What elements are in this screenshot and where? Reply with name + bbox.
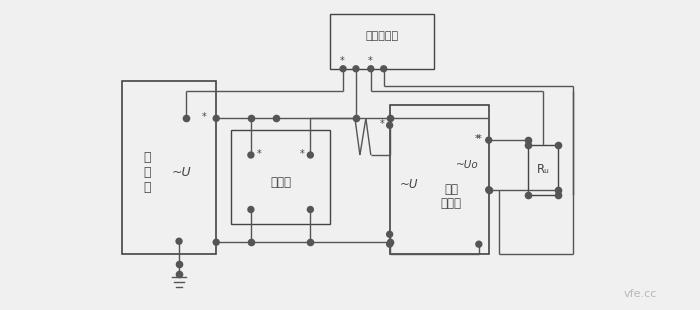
Bar xyxy=(330,14,434,69)
Text: ~Uo: ~Uo xyxy=(456,160,478,170)
Circle shape xyxy=(368,66,374,72)
Text: 号: 号 xyxy=(143,166,150,179)
Circle shape xyxy=(353,66,359,72)
Circle shape xyxy=(476,241,482,247)
Bar xyxy=(231,130,330,224)
Bar xyxy=(390,105,489,254)
Circle shape xyxy=(386,241,393,247)
Text: *: * xyxy=(202,112,206,122)
Text: *: * xyxy=(475,134,480,144)
Circle shape xyxy=(248,206,254,212)
Circle shape xyxy=(386,122,393,128)
Text: *: * xyxy=(300,149,304,159)
Text: 标准相位计: 标准相位计 xyxy=(365,31,399,41)
Circle shape xyxy=(386,231,393,237)
Text: Rᵤ: Rᵤ xyxy=(537,163,550,176)
Bar xyxy=(528,145,558,195)
Circle shape xyxy=(486,137,491,143)
Text: 分压器: 分压器 xyxy=(270,176,291,189)
Text: *: * xyxy=(379,119,384,129)
Text: vfe.cc: vfe.cc xyxy=(624,289,657,299)
Circle shape xyxy=(307,206,314,212)
Circle shape xyxy=(176,238,182,244)
Circle shape xyxy=(486,187,491,193)
Text: 源: 源 xyxy=(143,181,150,194)
Circle shape xyxy=(381,66,386,72)
Bar xyxy=(122,81,216,254)
Text: 信: 信 xyxy=(143,151,150,164)
Text: *: * xyxy=(368,56,372,66)
Circle shape xyxy=(248,152,254,158)
Circle shape xyxy=(307,152,314,158)
Text: ~U: ~U xyxy=(172,166,191,179)
Text: *: * xyxy=(340,56,344,66)
Text: 电压: 电压 xyxy=(444,183,458,196)
Circle shape xyxy=(214,239,219,245)
Text: ~U: ~U xyxy=(400,178,419,191)
Text: *: * xyxy=(477,134,481,144)
Circle shape xyxy=(214,115,219,121)
Text: *: * xyxy=(256,149,261,159)
Text: 变送器: 变送器 xyxy=(440,197,461,210)
Circle shape xyxy=(340,66,346,72)
